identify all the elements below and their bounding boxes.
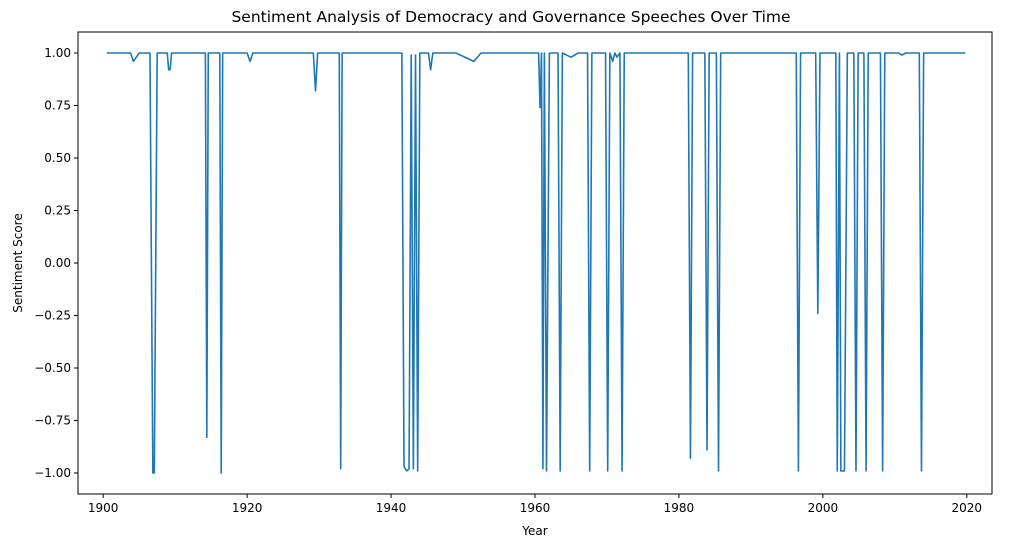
x-tick-label: 1980 <box>664 501 695 515</box>
chart-title: Sentiment Analysis of Democracy and Gove… <box>231 8 790 26</box>
x-axis-ticks: 1900 1920 1940 1960 1980 2000 2020 <box>88 494 982 515</box>
x-tick-label: 1920 <box>232 501 263 515</box>
y-tick-label: 0.25 <box>44 204 71 218</box>
sentiment-series-line <box>106 52 966 474</box>
x-tick-label: 1940 <box>376 501 407 515</box>
y-tick-label: −0.25 <box>34 309 71 323</box>
y-tick-label: −0.75 <box>34 414 71 428</box>
series-layer <box>106 52 966 474</box>
y-tick-label: 0.75 <box>44 99 71 113</box>
y-axis-label: Sentiment Score <box>11 213 25 312</box>
x-tick-label: 2000 <box>808 501 839 515</box>
x-tick-label: 1900 <box>88 501 119 515</box>
y-tick-label: −0.50 <box>34 361 71 375</box>
x-tick-label: 2020 <box>952 501 983 515</box>
x-tick-label: 1960 <box>520 501 551 515</box>
y-tick-label: 1.00 <box>44 46 71 60</box>
x-axis-label: Year <box>521 524 547 538</box>
y-tick-label: 0.00 <box>44 256 71 270</box>
y-tick-label: 0.50 <box>44 151 71 165</box>
y-tick-label: −1.00 <box>34 466 71 480</box>
y-axis-ticks: 1.00 0.75 0.50 0.25 0.00 −0.25 −0.50 −0.75 −1.00 <box>34 46 78 480</box>
